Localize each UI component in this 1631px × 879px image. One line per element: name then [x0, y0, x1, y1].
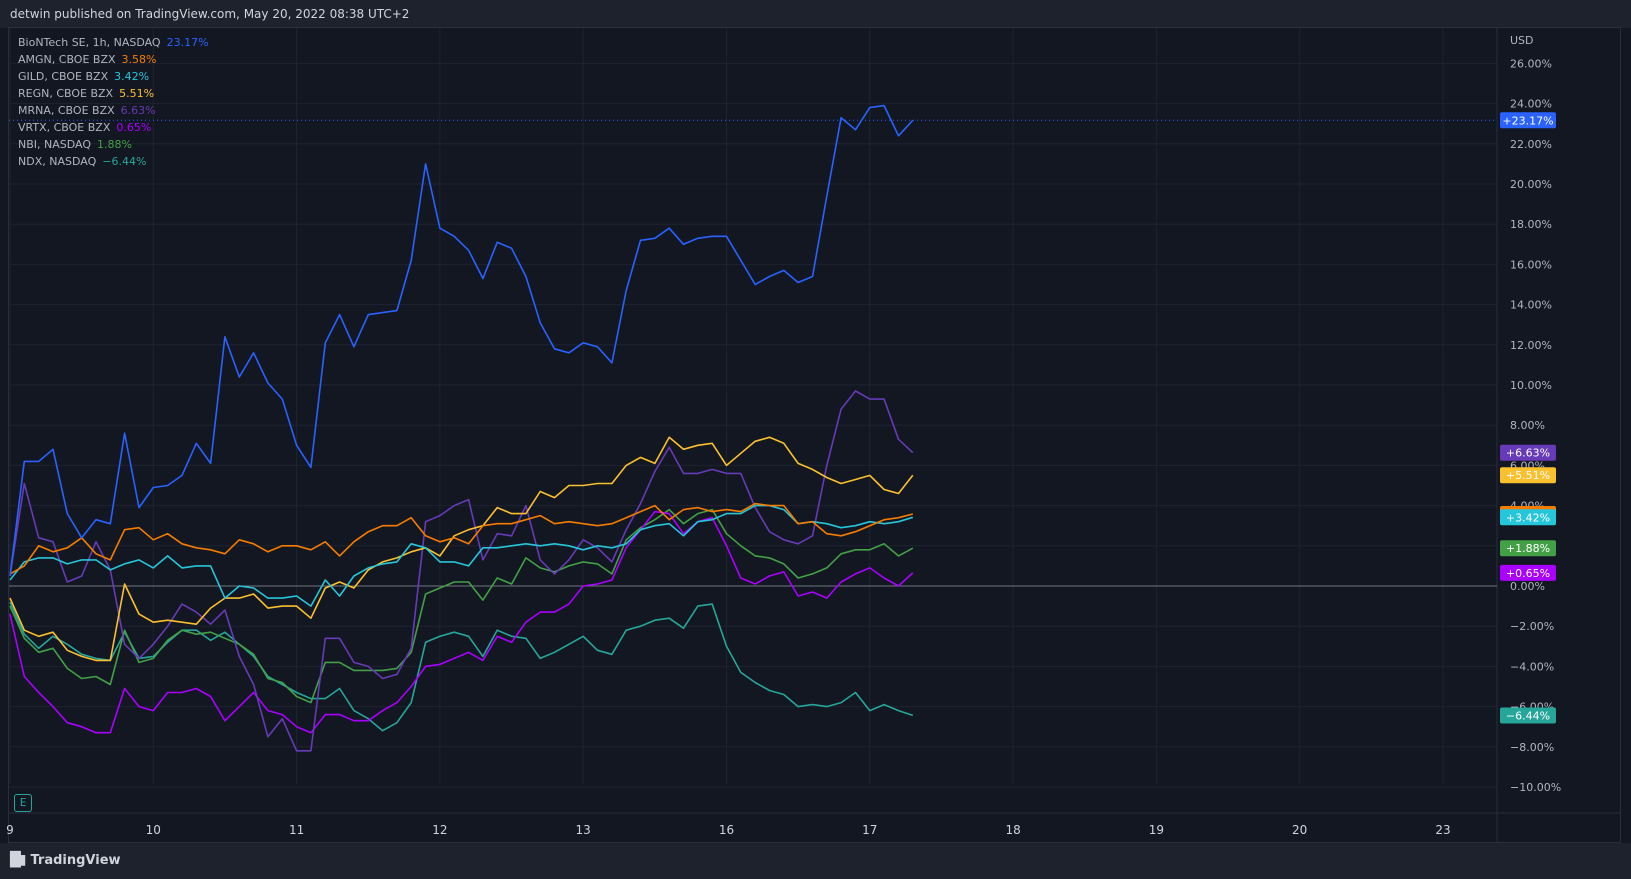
last-value-tag: +1.88%	[1500, 540, 1556, 557]
y-tick-label: −10.00%	[1510, 781, 1561, 794]
legend-entry[interactable]: NDX, NASDAQ −6.44%	[18, 153, 209, 170]
series-line	[9, 510, 914, 734]
last-value-tag: +5.51%	[1500, 467, 1556, 484]
series-line	[9, 436, 914, 662]
legend-entry[interactable]: GILD, CBOE BZX 3.42%	[18, 68, 209, 85]
y-tick-label: 20.00%	[1510, 178, 1552, 191]
y-tick-label: 26.00%	[1510, 57, 1552, 70]
legend-series-value: 0.65%	[116, 121, 152, 134]
y-tick-label: 8.00%	[1510, 419, 1545, 432]
last-value-tag: +6.63%	[1500, 444, 1556, 461]
last-value-tag-bg	[1500, 509, 1556, 526]
y-tick-label: 10.00%	[1510, 379, 1552, 392]
legend-entry[interactable]: VRTX, CBOE BZX 0.65%	[18, 119, 209, 136]
y-tick-label: 24.00%	[1510, 98, 1552, 111]
legend-series-value: 1.88%	[97, 138, 132, 151]
y-tick-label: 14.00%	[1510, 299, 1552, 312]
legend-entry[interactable]: REGN, CBOE BZX 5.51%	[18, 85, 209, 102]
series-line	[9, 502, 914, 575]
last-value-tag-bg	[1500, 444, 1556, 461]
legend-series-name: GILD, CBOE BZX	[18, 70, 109, 83]
last-value-tag-text: +23.17%	[1502, 114, 1553, 127]
y-tick-label: −4.00%	[1510, 660, 1554, 673]
legend-series-name: NDX, NASDAQ	[18, 155, 97, 168]
x-tick-label: 12	[432, 823, 447, 837]
last-value-tag: +23.17%	[1500, 112, 1556, 129]
publish-header: detwin published on TradingView.com, May…	[0, 0, 1631, 28]
last-value-tag-bg	[1500, 467, 1556, 484]
y-tick-label: 22.00%	[1510, 138, 1552, 151]
x-tick-label: 17	[862, 823, 877, 837]
legend-series-name: AMGN, CBOE BZX	[18, 53, 116, 66]
y-tick-label: −8.00%	[1510, 741, 1554, 754]
last-value-tag: −6.44%	[1500, 707, 1556, 724]
last-value-tag-text: +0.65%	[1506, 567, 1550, 580]
legend-series-name: BioNTech SE, 1h, NASDAQ	[18, 36, 161, 49]
legend-series-value: 3.42%	[114, 70, 150, 83]
legend-series-name: VRTX, CBOE BZX	[18, 121, 111, 134]
series-legend: BioNTech SE, 1h, NASDAQ 23.17% AMGN, CBOE …	[18, 34, 209, 170]
publish-text: detwin published on TradingView.com, May…	[10, 7, 410, 21]
x-tick-label: 20	[1292, 823, 1307, 837]
series-line	[9, 390, 914, 752]
legend-entry[interactable]: MRNA, CBOE BZX 6.63%	[18, 102, 209, 119]
last-value-tag: +3.42%	[1500, 509, 1556, 526]
x-tick-label: 16	[719, 823, 734, 837]
x-tick-label: 10	[146, 823, 161, 837]
series-line	[9, 104, 914, 577]
series-line	[9, 508, 914, 704]
y-tick-label: 16.00%	[1510, 258, 1552, 271]
last-value-tag: +0.65%	[1500, 564, 1556, 581]
x-tick-label: 11	[289, 823, 304, 837]
last-value-tag-text: +1.88%	[1506, 542, 1550, 555]
last-value-tag-text: +6.63%	[1506, 447, 1550, 460]
brand-label: TradingView	[30, 852, 121, 868]
legend-series-value: 3.58%	[121, 53, 157, 66]
x-tick-label: 23	[1435, 823, 1450, 837]
y-tick-label: −2.00%	[1510, 620, 1554, 633]
legend-series-name: REGN, CBOE BZX	[18, 87, 114, 100]
last-value-tag-bg	[1500, 564, 1556, 581]
legend-series-value: 23.17%	[166, 36, 209, 49]
last-value-tag-text: −6.44%	[1506, 709, 1550, 722]
last-value-tag-bg	[1500, 540, 1556, 557]
last-value-tag-text: +3.42%	[1506, 511, 1550, 524]
legend-series-name: MRNA, CBOE BZX	[18, 104, 115, 117]
x-tick-label: 13	[576, 823, 591, 837]
x-tick-label: 19	[1149, 823, 1164, 837]
tradingview-logo-icon: █▮	[10, 852, 27, 868]
currency-label: USD	[1510, 34, 1534, 47]
legend-series-value: 6.63%	[120, 104, 156, 117]
last-value-tag-bg	[1500, 112, 1556, 129]
series-line	[9, 504, 914, 607]
footer-bar: █▮ TradingView	[0, 843, 1631, 879]
y-tick-label: 0.00%	[1510, 580, 1545, 593]
tradingview-logo[interactable]: █▮ TradingView	[10, 852, 121, 868]
legend-series-name: NBI, NASDAQ	[18, 138, 92, 151]
last-value-tag-text: +5.51%	[1506, 469, 1550, 482]
y-tick-label: 18.00%	[1510, 218, 1552, 231]
grid	[9, 28, 1497, 788]
x-tick-label: 18	[1005, 823, 1020, 837]
y-tick-label: 12.00%	[1510, 339, 1552, 352]
legend-entry[interactable]: NBI, NASDAQ 1.88%	[18, 136, 209, 153]
legend-entry[interactable]: BioNTech SE, 1h, NASDAQ 23.17%	[18, 34, 209, 51]
x-tick-label: 9	[6, 823, 14, 837]
legend-entry[interactable]: AMGN, CBOE BZX 3.58%	[18, 51, 209, 68]
earnings-badge[interactable]: E	[14, 794, 32, 812]
legend-series-value: −6.44%	[102, 155, 147, 168]
legend-series-value: 5.51%	[119, 87, 155, 100]
last-value-tag-bg	[1500, 707, 1556, 724]
